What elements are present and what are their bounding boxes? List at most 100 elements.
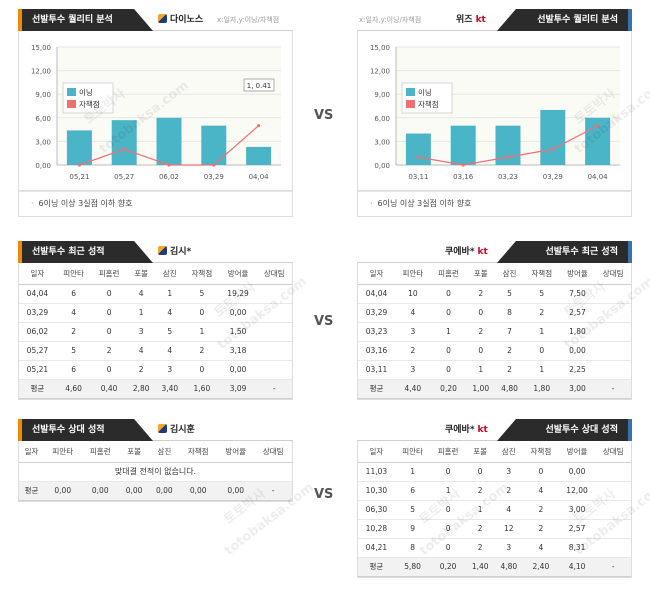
versus-table-wrap-right: 일자 피안타 피홈런 포볼 삼진 자책점 방어율 상대팀 11,03 1 0 0 3 0 0,00 10,3… [357,441,632,578]
y-tick-label: 9,00 [374,91,390,99]
table-cell: 2 [395,341,431,361]
table-cell: 1,80 [559,322,596,342]
table-cell: 0 [430,303,467,323]
table-cell: 1,40 [465,557,495,577]
table-cell: 19,29 [219,284,257,304]
table-cell: 04,21 [358,538,395,558]
table-cell: 0 [91,360,127,380]
tooltip-text: 1, 0.41 [247,82,272,90]
average-row: 평균 4,40 0,20 1,00 4,80 1,80 3,00- [358,379,631,399]
table-cell: 2,25 [559,360,596,380]
y-tick-label: 12,00 [370,68,390,76]
quality-panel-left: 선발투수 퀄리티 분석 다이노스 x:일자,y:이닝/자책점 0,00 3,00 6… [18,9,293,217]
table-cell: 4,40 [395,379,431,399]
table-cell: 4 [126,341,156,361]
table-row: 03,29 4 0 0 8 2 2,57 [358,303,631,323]
table-cell: 0 [430,341,467,361]
x-tick-label: 03,29 [204,173,224,181]
table-cell: 2 [465,538,495,558]
table-cell: 2 [126,360,156,380]
table-cell: 0,00 [219,303,257,323]
y-tick-label: 12,00 [31,68,51,76]
table-cell: 7 [495,322,524,342]
versus-header-right: 쿠에바* kt 선발투수 상대 성적 [357,419,632,441]
table-row: 04,04 6 0 4 1 5 19,29 [19,284,292,304]
table-cell: 4 [155,303,185,323]
table-cell: 06,02 [19,322,56,342]
recent-header-right: 쿠에바* kt 선발투수 최근 성적 [357,241,632,263]
table-cell: 0 [465,462,495,482]
column-header: 삼진 [494,441,524,463]
table-cell: 2 [523,519,559,539]
recent-table-left: 일자 피안타 피홈런 포볼 삼진 자책점 방어율 상대팀 04,04 6 0 4 1 5 19,29 03,… [19,263,292,399]
table-cell: 0,00 [118,481,150,501]
bar-innings [246,146,272,165]
table-cell: 5 [495,284,524,304]
y-tick-label: 3,00 [374,138,390,146]
vs-label-versus: VS [314,487,334,502]
legend-swatch-innings [67,88,76,96]
table-row: 05,21 6 0 2 3 0 0,00 [19,360,292,380]
versus-header-left: 선발투수 상대 성적 김시훈 [18,419,293,441]
table-cell: 4 [523,538,559,558]
table-cell: 3 [126,322,156,342]
column-header: 포볼 [465,441,495,463]
table-cell: 0,20 [430,557,466,577]
recent-title-right: 선발투수 최근 성적 [497,241,632,263]
table-row: 06,30 5 0 1 4 2 3,00 [358,500,631,520]
table-cell: 4,80 [495,379,524,399]
table-cell: 3 [395,322,431,342]
table-cell: 0 [430,360,467,380]
table-cell [595,519,631,539]
legend-swatch-earned-runs [67,100,76,108]
table-cell: 5,80 [394,557,431,577]
table-cell [595,284,631,304]
table-cell: 03,11 [358,360,396,380]
column-header: 삼진 [155,263,185,285]
table-cell [595,500,631,520]
table-cell [595,462,631,482]
point-earned-runs [416,155,420,159]
table-cell: 1 [523,322,560,342]
pitcher-label-left: 김시* [170,247,192,257]
table-cell: 5 [394,500,431,520]
column-header: 방어율 [559,263,596,285]
table-cell [256,341,292,361]
table-cell: 6 [394,481,431,501]
team-label-right: 위즈 [456,15,473,25]
point-earned-runs [212,163,216,167]
table-cell: 2 [55,322,92,342]
table-cell: - [256,379,292,399]
table-cell: 1 [466,360,496,380]
empty-message: 맞대결 전적이 없습니다. [19,462,292,482]
quality-title-left: 선발투수 퀄리티 분석 [18,9,153,31]
bar-innings [450,125,476,165]
axis-note-right: x:일자,y:이닝/자책점 [359,16,422,24]
table-cell: 0,00 [216,481,255,501]
dinos-logo-icon [158,246,167,255]
table-cell: 4 [523,481,559,501]
table-cell: 0 [466,341,496,361]
table-cell: 0 [184,360,220,380]
table-cell [256,284,292,304]
column-header: 피홈런 [91,263,127,285]
table-cell: 3,18 [219,341,257,361]
table-cell: - [595,379,631,399]
versus-pitcher-name-right: 쿠에바* kt [445,423,488,437]
table-row: 05,27 5 2 4 4 2 3,18 [19,341,292,361]
recent-table-wrap-left: 일자 피안타 피홈런 포볼 삼진 자책점 방어율 상대팀 04,04 6 0 4 1 5 19,29 03,… [18,263,293,400]
table-cell: 1 [465,500,495,520]
point-earned-runs [461,163,465,167]
table-cell: 6 [55,284,92,304]
column-header: 일자 [19,441,45,463]
table-cell: 0,00 [179,481,217,501]
table-cell: 11,03 [358,462,395,482]
table-cell: 평균 [358,379,396,399]
table-row: 06,02 2 0 3 5 1 1,50 [19,322,292,342]
table-cell: 06,30 [358,500,395,520]
versus-table-wrap-left: 일자 피안타 피홈런 포볼 삼진 자책점 방어율 상대팀 맞대결 전적이 없습니다. 평균 0,… [18,441,293,502]
x-tick-label: 03,23 [498,173,518,181]
table-cell: 0,00 [558,462,596,482]
table-cell: 2 [466,284,496,304]
quality-title-right: 선발투수 퀄리티 분석 [497,9,632,31]
